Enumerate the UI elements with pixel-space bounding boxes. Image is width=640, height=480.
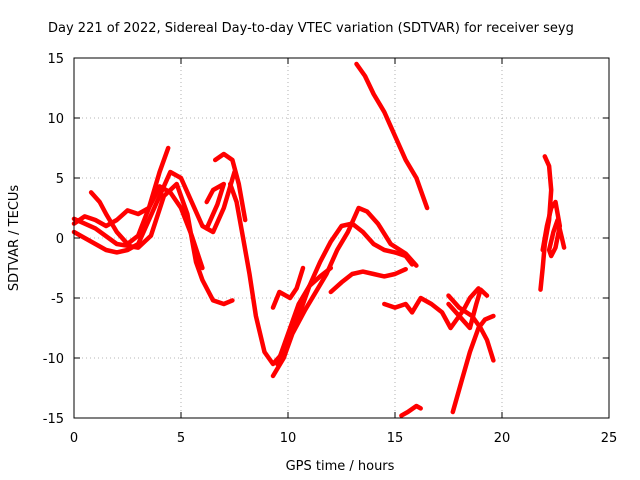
y-tick-label: 0 xyxy=(56,232,64,247)
x-tick-label: 20 xyxy=(494,431,511,446)
series-track-11 xyxy=(328,266,408,295)
data-series xyxy=(71,61,567,418)
series-track-8 xyxy=(270,205,419,379)
x-tick-label: 0 xyxy=(70,431,78,446)
series-track-4 xyxy=(71,181,235,307)
x-tick-label: 15 xyxy=(387,431,404,446)
x-tick-label: 25 xyxy=(601,431,618,446)
y-tick-label: -15 xyxy=(43,412,64,427)
series-track-10 xyxy=(270,265,306,310)
series-track-6 xyxy=(212,151,248,223)
x-axis-label: GPS time / hours xyxy=(286,459,395,474)
y-axis-label: SDTVAR / TECUs xyxy=(7,185,22,292)
series-track-13 xyxy=(382,286,481,331)
grid-lines xyxy=(74,58,609,418)
x-tick-label: 5 xyxy=(177,431,185,446)
y-tick-label: 10 xyxy=(47,112,64,127)
y-tick-label: -10 xyxy=(43,352,64,367)
axes: 0 5 10 15 20 25 -15 -10 -5 0 5 10 15 xyxy=(43,52,618,446)
series-track-19 xyxy=(540,199,567,259)
series-track-9 xyxy=(275,265,334,367)
series-track-15 xyxy=(446,293,496,363)
x-tick-label: 10 xyxy=(280,431,297,446)
series-track-16 xyxy=(450,313,496,415)
y-tick-label: 15 xyxy=(47,52,64,67)
series-track-5 xyxy=(204,181,227,231)
series-track-12 xyxy=(354,61,430,211)
y-tick-label: -5 xyxy=(51,292,64,307)
series-track-17 xyxy=(399,403,423,418)
y-tick-label: 5 xyxy=(56,172,64,187)
chart-title: Day 221 of 2022, Sidereal Day-to-day VTE… xyxy=(48,21,574,36)
series-track-7 xyxy=(227,181,415,367)
series-track-1 xyxy=(71,184,205,271)
